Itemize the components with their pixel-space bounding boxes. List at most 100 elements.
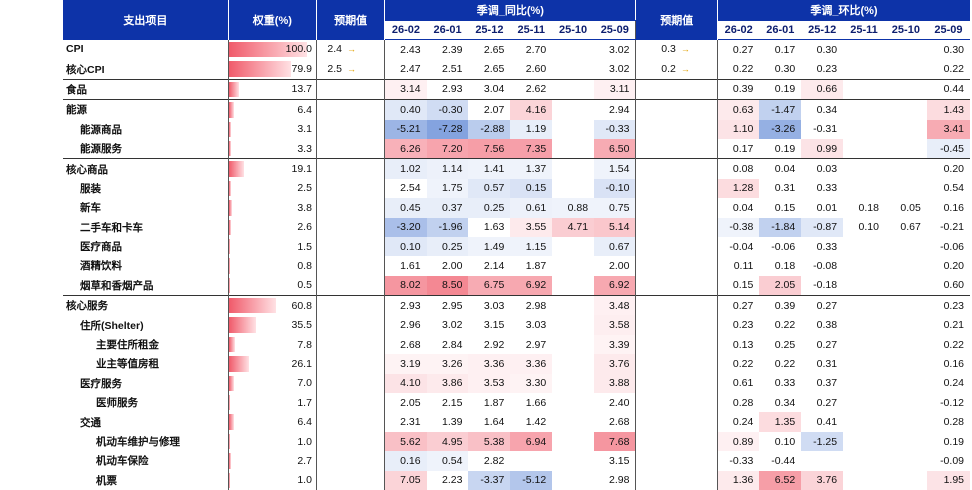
mom-value-cell: -0.31 <box>801 120 843 139</box>
weight-cell: 79.9 <box>228 59 316 79</box>
yoy-value-cell: 3.02 <box>594 59 636 79</box>
mom-value-cell: 0.17 <box>718 139 760 159</box>
yoy-value-cell: 0.10 <box>385 237 427 256</box>
weight-bar <box>229 161 244 176</box>
yoy-forecast-value <box>316 354 344 373</box>
yoy-forecast-arrow-icon <box>344 335 385 354</box>
weight-value: 6.4 <box>297 416 312 428</box>
weight-bar <box>229 356 249 371</box>
yoy-forecast-value <box>316 139 344 159</box>
mom-value-cell: -3.26 <box>759 120 801 139</box>
yoy-value-cell: 1.49 <box>468 237 510 256</box>
yoy-value-cell: 0.45 <box>385 198 427 217</box>
yoy-value-cell <box>552 296 594 316</box>
mom-forecast-arrow-icon <box>678 374 718 393</box>
mom-value-cell <box>843 451 885 470</box>
yoy-value-cell: 2.40 <box>594 393 636 412</box>
yoy-value-cell: 0.37 <box>427 198 469 217</box>
mom-value-cell <box>885 120 927 139</box>
mom-value-cell <box>843 393 885 412</box>
weight-value: 26.1 <box>291 358 311 370</box>
row-label-text: 核心商品 <box>66 162 108 177</box>
mom-value-cell: -0.09 <box>927 451 970 470</box>
yoy-forecast-arrow-icon <box>344 79 385 99</box>
mom-value-cell <box>885 40 927 60</box>
yoy-forecast-arrow-icon <box>344 374 385 393</box>
weight-bar <box>229 434 230 449</box>
weight-cell: 3.1 <box>228 120 316 139</box>
yoy-forecast-value <box>316 335 344 354</box>
mom-value-cell: 0.22 <box>927 59 970 79</box>
mom-value-cell <box>885 79 927 99</box>
yoy-value-cell: 2.68 <box>385 335 427 354</box>
mom-value-cell <box>801 451 843 470</box>
mom-value-cell: 0.28 <box>718 393 760 412</box>
yoy-value-cell: 1.15 <box>510 237 552 256</box>
yoy-value-cell: 2.23 <box>427 471 469 490</box>
mom-value-cell: 0.22 <box>718 59 760 79</box>
weight-cell: 35.5 <box>228 315 316 334</box>
yoy-value-cell: 1.54 <box>594 159 636 179</box>
yoy-value-cell: -0.33 <box>594 120 636 139</box>
mom-value-cell: 0.31 <box>801 354 843 373</box>
mom-value-cell: 0.10 <box>843 218 885 237</box>
weight-value: 2.5 <box>297 182 312 194</box>
yoy-value-cell: 2.14 <box>468 256 510 275</box>
row-label: 医师服务 <box>63 393 228 412</box>
mom-value-cell: -0.04 <box>718 237 760 256</box>
yoy-value-cell: 3.02 <box>427 315 469 334</box>
weight-value: 79.9 <box>291 63 311 75</box>
header-row-top: 支出项目 权重(%) 预期值 季调_同比(%) 预期值 季调_环比(%) <box>63 0 970 21</box>
mom-forecast-value <box>636 354 678 373</box>
mom-forecast-value <box>636 432 678 451</box>
weight-cell: 2.6 <box>228 218 316 237</box>
yoy-value-cell: 6.75 <box>468 276 510 296</box>
weight-cell: 19.1 <box>228 159 316 179</box>
page-root: { "header": { "item_col": "支出项目", "weigh… <box>0 0 972 446</box>
weight-cell: 100.0 <box>228 40 316 60</box>
mom-value-cell: 0.41 <box>801 412 843 431</box>
weight-cell: 6.4 <box>228 100 316 120</box>
yoy-value-cell: 2.47 <box>385 59 427 79</box>
yoy-value-cell: 3.19 <box>385 354 427 373</box>
mom-value-cell: 0.37 <box>801 374 843 393</box>
mom-value-cell: 0.89 <box>718 432 760 451</box>
row-label: 机动车维护与修理 <box>63 432 228 451</box>
mom-forecast-value <box>636 296 678 316</box>
weight-cell: 7.8 <box>228 335 316 354</box>
yoy-value-cell: 3.26 <box>427 354 469 373</box>
yoy-value-cell <box>552 139 594 159</box>
weight-cell: 6.4 <box>228 412 316 431</box>
yoy-value-cell: 6.92 <box>510 276 552 296</box>
yoy-value-cell <box>552 451 594 470</box>
row-label-text: 机动车维护与修理 <box>66 434 180 449</box>
yoy-month-header: 25-10 <box>552 21 594 40</box>
mom-month-header: 26-01 <box>759 21 801 40</box>
weight-cell: 1.0 <box>228 471 316 490</box>
mom-forecast-value: 0.3 <box>636 40 678 60</box>
mom-value-cell: 0.99 <box>801 139 843 159</box>
yoy-month-header: 25-11 <box>510 21 552 40</box>
yoy-value-cell <box>552 120 594 139</box>
mom-value-cell: -0.18 <box>801 276 843 296</box>
yoy-forecast-arrow-icon <box>344 120 385 139</box>
yoy-forecast-arrow-icon <box>344 139 385 159</box>
yoy-value-cell: 3.14 <box>385 79 427 99</box>
yoy-forecast-arrow-icon <box>344 276 385 296</box>
yoy-value-cell: 3.03 <box>510 315 552 334</box>
yoy-value-cell <box>510 451 552 470</box>
yoy-forecast-arrow-icon <box>344 218 385 237</box>
yoy-value-cell: 2.97 <box>510 335 552 354</box>
row-label: 食品 <box>63 79 228 99</box>
mom-value-cell: 0.01 <box>801 198 843 217</box>
yoy-month-header: 26-01 <box>427 21 469 40</box>
yoy-value-cell: 0.25 <box>427 237 469 256</box>
yoy-value-cell: 2.82 <box>468 451 510 470</box>
yoy-forecast-arrow-icon <box>344 432 385 451</box>
mom-value-cell: 0.27 <box>718 40 760 60</box>
